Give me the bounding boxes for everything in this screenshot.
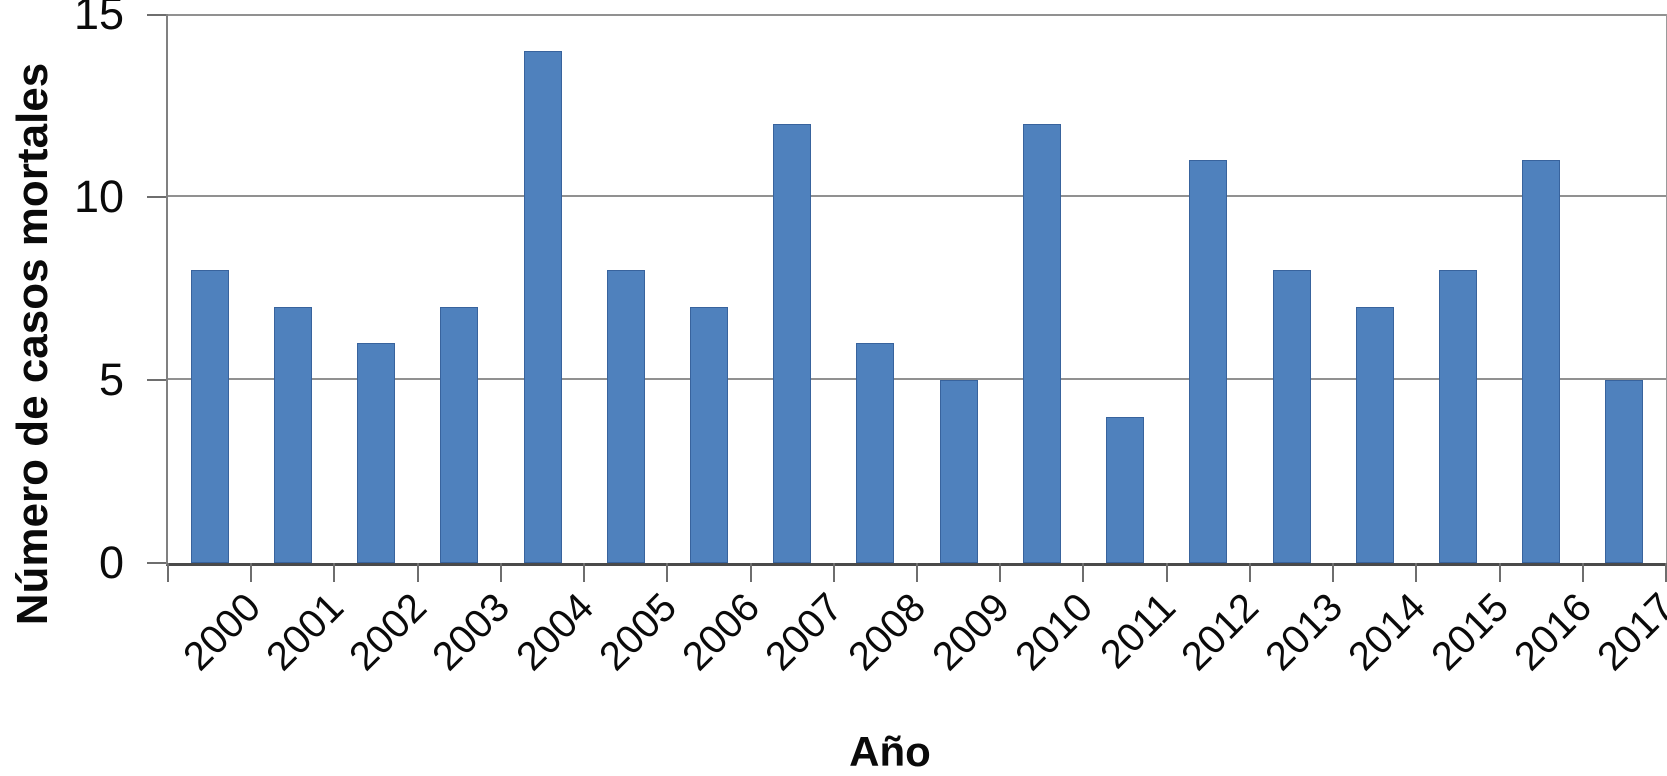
x-tick-18 (1665, 563, 1667, 582)
x-tick-7 (749, 563, 752, 582)
x-tick-0 (167, 563, 169, 582)
x-tick-13 (1248, 563, 1251, 582)
gridline-y-10 (168, 195, 1666, 197)
bar-2009 (939, 380, 978, 563)
x-tick-9 (916, 563, 918, 582)
plot-area (147, 14, 1667, 582)
y-tick-label-10: 10 (73, 171, 124, 222)
bar-2004 (523, 51, 562, 563)
bar-2010 (1022, 124, 1061, 563)
bar-2013 (1272, 270, 1311, 563)
x-tick-11 (1082, 563, 1085, 582)
bar-2002 (357, 343, 396, 563)
x-tick-1 (250, 563, 253, 582)
bar-2008 (856, 343, 895, 563)
x-tick-15 (1415, 563, 1418, 582)
x-tick-5 (583, 563, 586, 582)
bar-2001 (273, 307, 312, 563)
bar-2005 (606, 270, 645, 563)
y-tick-10 (147, 196, 166, 198)
x-tick-4 (499, 563, 502, 582)
x-tick-12 (1165, 563, 1168, 582)
bar-2012 (1189, 160, 1228, 563)
bar-2003 (440, 307, 479, 563)
bar-2011 (1106, 417, 1145, 563)
x-tick-3 (416, 563, 419, 582)
bar-2000 (190, 270, 229, 563)
y-tick-label-15: 15 (73, 0, 124, 39)
x-tick-10 (999, 563, 1002, 582)
x-tick-14 (1332, 563, 1335, 582)
x-tick-17 (1581, 563, 1584, 582)
bar-2006 (689, 307, 728, 563)
bar-2017 (1605, 380, 1644, 563)
x-tick-6 (666, 563, 669, 582)
bar-2007 (773, 124, 812, 563)
bar-2014 (1355, 307, 1394, 563)
bar-2016 (1522, 160, 1561, 563)
gridline-y-15 (168, 14, 1666, 16)
x-tick-2 (333, 563, 336, 582)
y-tick-15 (147, 14, 166, 16)
y-tick-label-5: 5 (98, 354, 124, 405)
x-tick-16 (1498, 563, 1501, 582)
y-tick-5 (147, 379, 166, 381)
y-tick-label-0: 0 (98, 537, 124, 588)
x-axis-title: Año (849, 728, 931, 775)
gridline-y-5 (168, 378, 1666, 380)
bar-2015 (1438, 270, 1477, 563)
x-tick-8 (832, 563, 835, 582)
y-tick-0 (147, 562, 166, 564)
